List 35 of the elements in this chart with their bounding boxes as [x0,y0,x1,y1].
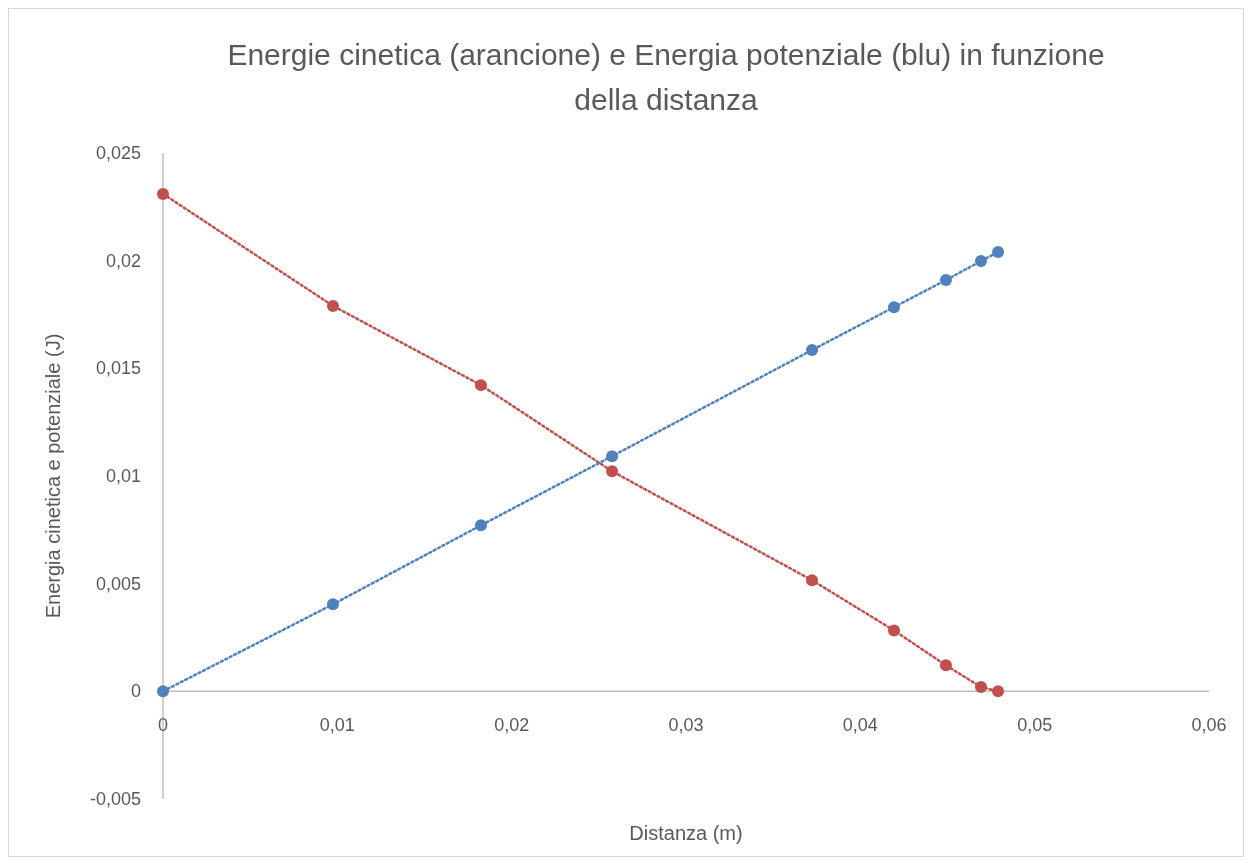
y-tick-label: -0,005 [89,789,141,809]
point [887,301,900,314]
point [974,255,987,268]
point [806,574,819,587]
point [474,519,487,532]
x-axis-title: Distanza (m) [629,822,743,844]
y-tick-label: 0,02 [105,250,141,271]
y-tick-label: 0 [130,681,141,702]
chart-title: Energie cinetica (arancione) e Energia potenziale (blu) in funzione della distanza [227,38,1105,116]
x-tick-label: 0 [157,715,169,736]
y-tick-label: 0,025 [95,143,141,163]
y-tick-label: 0,01 [105,466,141,486]
x-tick-label: 0,05 [1017,715,1053,736]
x-tick-label: 0,06 [1191,715,1227,736]
point [474,379,487,392]
point [157,187,169,200]
point [974,681,987,694]
y-axis-title: Energia cinetica e potenziale (J) [42,333,64,619]
x-tick-label: 0,03 [668,715,704,736]
point [606,465,619,478]
point [887,624,900,637]
point [326,299,339,312]
y-tick-label: 0,005 [95,573,141,594]
point [939,274,952,287]
x-tick-label: 0,02 [494,715,530,736]
point [992,246,1005,259]
point [939,659,952,672]
x-tick-label: 0,04 [842,715,878,736]
point [157,685,169,698]
point [606,450,619,463]
point [992,685,1005,698]
y-tick-label: 0,015 [95,358,141,379]
point [806,344,819,357]
point [326,598,339,611]
x-tick-label: 0,01 [319,715,355,736]
